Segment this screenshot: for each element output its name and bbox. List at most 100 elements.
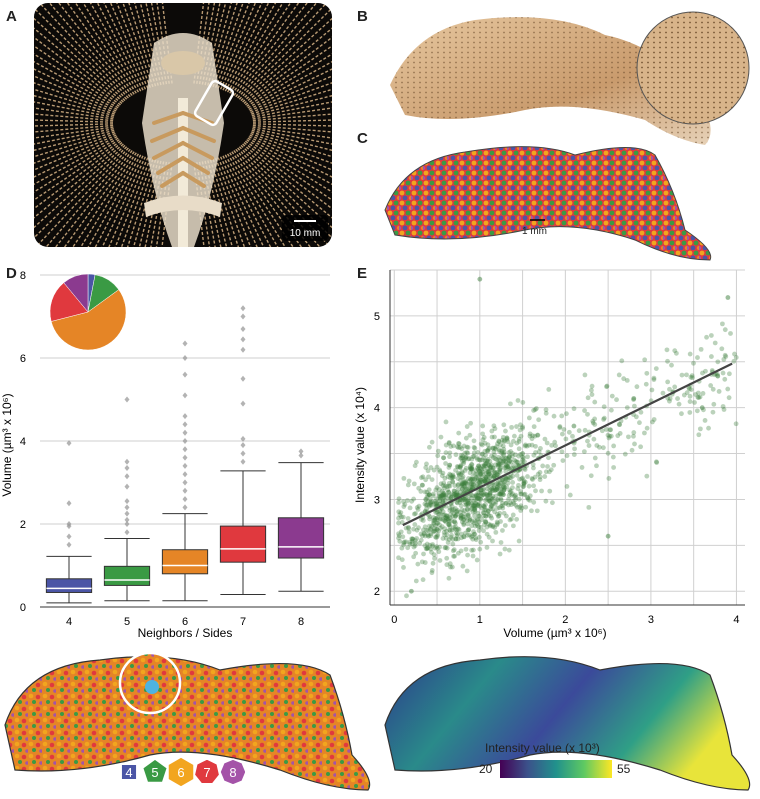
scatter-point (453, 509, 459, 514)
scatter-point (461, 521, 467, 526)
scatter-point (502, 465, 508, 471)
fin-ray (212, 3, 244, 88)
scatter-point (687, 386, 692, 392)
scatter-point (453, 452, 459, 458)
scatter-point (413, 550, 419, 556)
scatter-point (476, 495, 481, 501)
scatter-point (471, 482, 476, 488)
scatter-point (576, 428, 582, 434)
scatter-point (520, 424, 526, 430)
scatter-point (590, 418, 596, 424)
fin-ray (237, 147, 332, 247)
scatter-point (589, 392, 595, 397)
fin-ray (214, 3, 250, 88)
polygon-label: 5 (151, 765, 158, 780)
scatter-point (723, 354, 729, 359)
scatter-point (467, 517, 472, 523)
scatter-point (490, 445, 496, 451)
fin-ray (242, 27, 332, 103)
scatter-point (465, 498, 471, 504)
scatter-point (411, 496, 417, 502)
scatter-point (489, 495, 494, 501)
scatter-point (503, 468, 509, 474)
outlier-point (182, 429, 188, 436)
fin-ray (252, 101, 332, 118)
scatter-point (458, 509, 463, 515)
scatter-point (522, 479, 528, 485)
scatter-point (484, 458, 490, 464)
fin-ray (108, 157, 149, 247)
scatter-point (420, 482, 425, 488)
fin-ray (237, 3, 328, 99)
scatter-point (522, 443, 528, 449)
scatter-point (459, 513, 464, 518)
scatter-point (472, 509, 478, 515)
scatter-point (466, 456, 472, 461)
scatter-point (543, 498, 549, 504)
scatter-point (699, 405, 705, 411)
scatter-point (506, 547, 512, 553)
scatter-point (497, 492, 503, 497)
scatter-point (480, 492, 486, 498)
scatter-point (467, 478, 472, 484)
scatter-point (424, 541, 430, 547)
polygon-4-sides (120, 763, 138, 781)
scatter-point (533, 450, 538, 455)
scatter-point (465, 513, 471, 518)
scatter-point (664, 347, 670, 353)
scatter-point (517, 427, 523, 433)
scatter-point (476, 479, 482, 485)
scatter-point (433, 501, 439, 507)
scatter-point (406, 524, 411, 530)
outlier-point (66, 541, 72, 548)
scatter-point (585, 411, 590, 417)
scatter-point (460, 480, 466, 486)
scatter-point (450, 491, 456, 497)
scatter-point (423, 496, 429, 502)
scatter-point (465, 507, 470, 513)
scatter-point (469, 495, 475, 501)
scatter-point (497, 469, 503, 475)
scatter-point (471, 445, 477, 450)
scatter-point (456, 430, 462, 436)
scatter-point (547, 469, 552, 475)
scatter-point (414, 505, 420, 510)
scatter-point (505, 477, 511, 483)
outlier-point (182, 462, 188, 469)
scatter-point (540, 463, 546, 469)
scatter-point (644, 473, 650, 479)
scatter-point (621, 376, 627, 382)
fin-ray (251, 95, 332, 117)
scatter-point (480, 510, 486, 516)
scatter-point (438, 525, 443, 531)
scatter-point (508, 449, 514, 454)
scatter-point (604, 384, 609, 390)
outlier-point (124, 521, 130, 527)
scatter-point (441, 480, 447, 486)
scatter-point (423, 465, 429, 470)
scatter-point (466, 498, 472, 504)
scatter-point (396, 500, 401, 505)
scatter-point (532, 474, 538, 480)
scatter-point (424, 546, 430, 551)
scatter-point (469, 462, 475, 467)
scatter-point (482, 478, 488, 484)
scatter-point (466, 527, 472, 533)
fin-ray (34, 101, 114, 118)
scatter-point (426, 523, 432, 529)
fin-ray (120, 158, 154, 247)
scatter-point (590, 420, 596, 426)
scatter-point (455, 536, 461, 542)
scatter-point (510, 473, 516, 479)
scatter-point (714, 371, 720, 377)
scatter-point (410, 536, 416, 542)
scatter-point (509, 466, 514, 472)
fin-ray (34, 95, 115, 117)
scatter-point (601, 415, 607, 421)
scatter-point (624, 405, 630, 411)
scatter-point (616, 372, 622, 378)
scatter-point (500, 505, 506, 511)
scatter-point (459, 483, 464, 489)
scatter-point (615, 433, 621, 439)
scatter-point (491, 473, 497, 479)
